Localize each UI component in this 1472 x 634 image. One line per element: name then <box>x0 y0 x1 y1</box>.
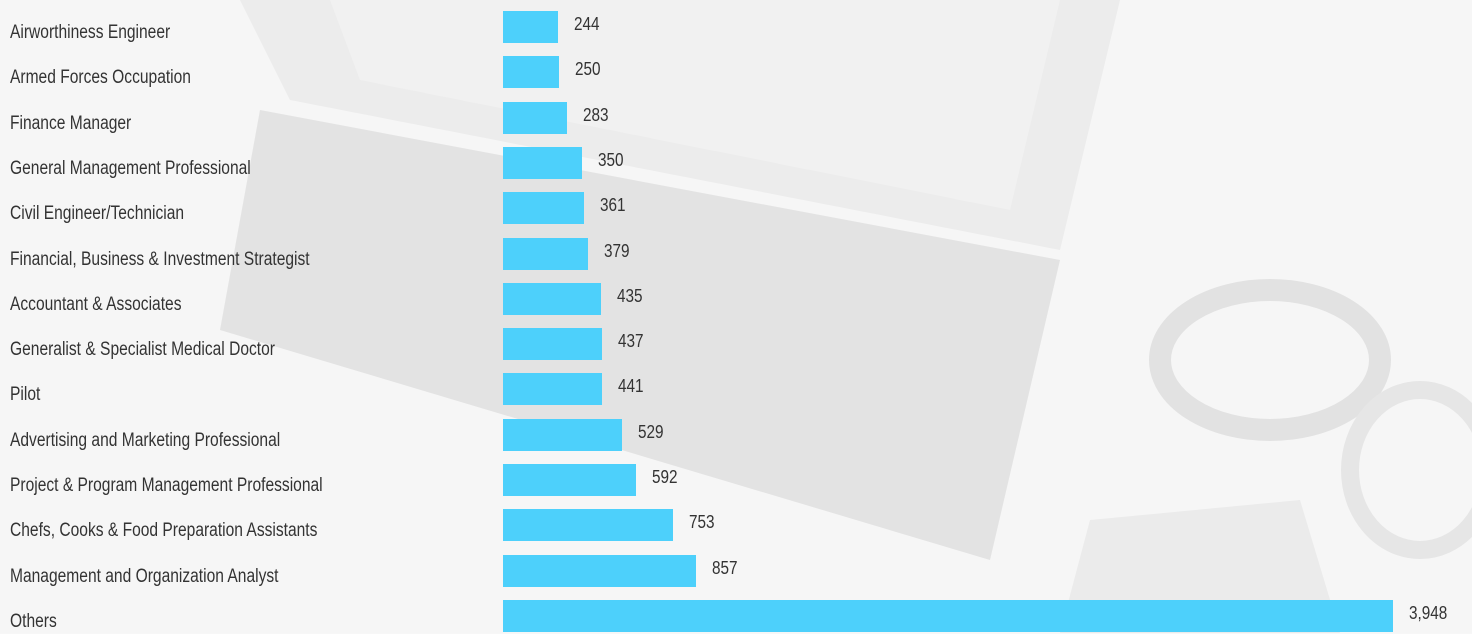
data-label: 753 <box>688 512 715 533</box>
category-label: Financial, Business & Investment Strateg… <box>10 248 310 270</box>
data-label: 437 <box>617 331 644 352</box>
data-label: 350 <box>597 149 624 170</box>
bar <box>503 146 582 179</box>
category-label: Others <box>10 610 57 632</box>
bar <box>503 328 602 361</box>
data-label: 244 <box>574 14 600 34</box>
category-label: Airworthiness Engineer <box>10 22 171 43</box>
category-label: Armed Forces Occupation <box>10 67 191 89</box>
bar <box>503 464 637 496</box>
category-label: Advertising and Marketing Professional <box>10 429 281 451</box>
bar <box>503 56 560 89</box>
data-label: 435 <box>617 285 643 306</box>
data-label: 529 <box>638 421 664 442</box>
data-label: 379 <box>604 240 630 261</box>
category-label: Pilot <box>10 384 41 406</box>
bar <box>503 101 567 134</box>
category-label: Generalist & Specialist Medical Doctor <box>10 339 275 361</box>
category-label: Chefs, Cooks & Food Preparation Assistan… <box>10 520 318 542</box>
category-label: Civil Engineer/Technician <box>10 203 185 225</box>
data-label: 283 <box>582 104 609 125</box>
category-label: Accountant & Associates <box>10 293 182 315</box>
category-label: Finance Manager <box>10 112 132 134</box>
category-label: General Management Professional <box>10 157 251 179</box>
data-label: 592 <box>652 467 678 487</box>
bar <box>503 509 673 542</box>
bar <box>503 554 697 587</box>
category-label: Project & Program Management Professiona… <box>10 475 323 496</box>
data-label: 857 <box>712 557 738 578</box>
bar <box>503 418 623 451</box>
data-label: 441 <box>618 376 644 397</box>
bar <box>503 11 558 43</box>
category-label: Management and Organization Analyst <box>10 565 279 587</box>
data-label: 250 <box>575 59 601 80</box>
data-label: 3,948 <box>1409 602 1448 623</box>
bar <box>503 192 585 225</box>
data-label: 361 <box>600 195 626 216</box>
bar <box>503 282 602 315</box>
bar <box>503 373 603 406</box>
bar <box>503 237 589 270</box>
bar <box>503 599 1393 632</box>
